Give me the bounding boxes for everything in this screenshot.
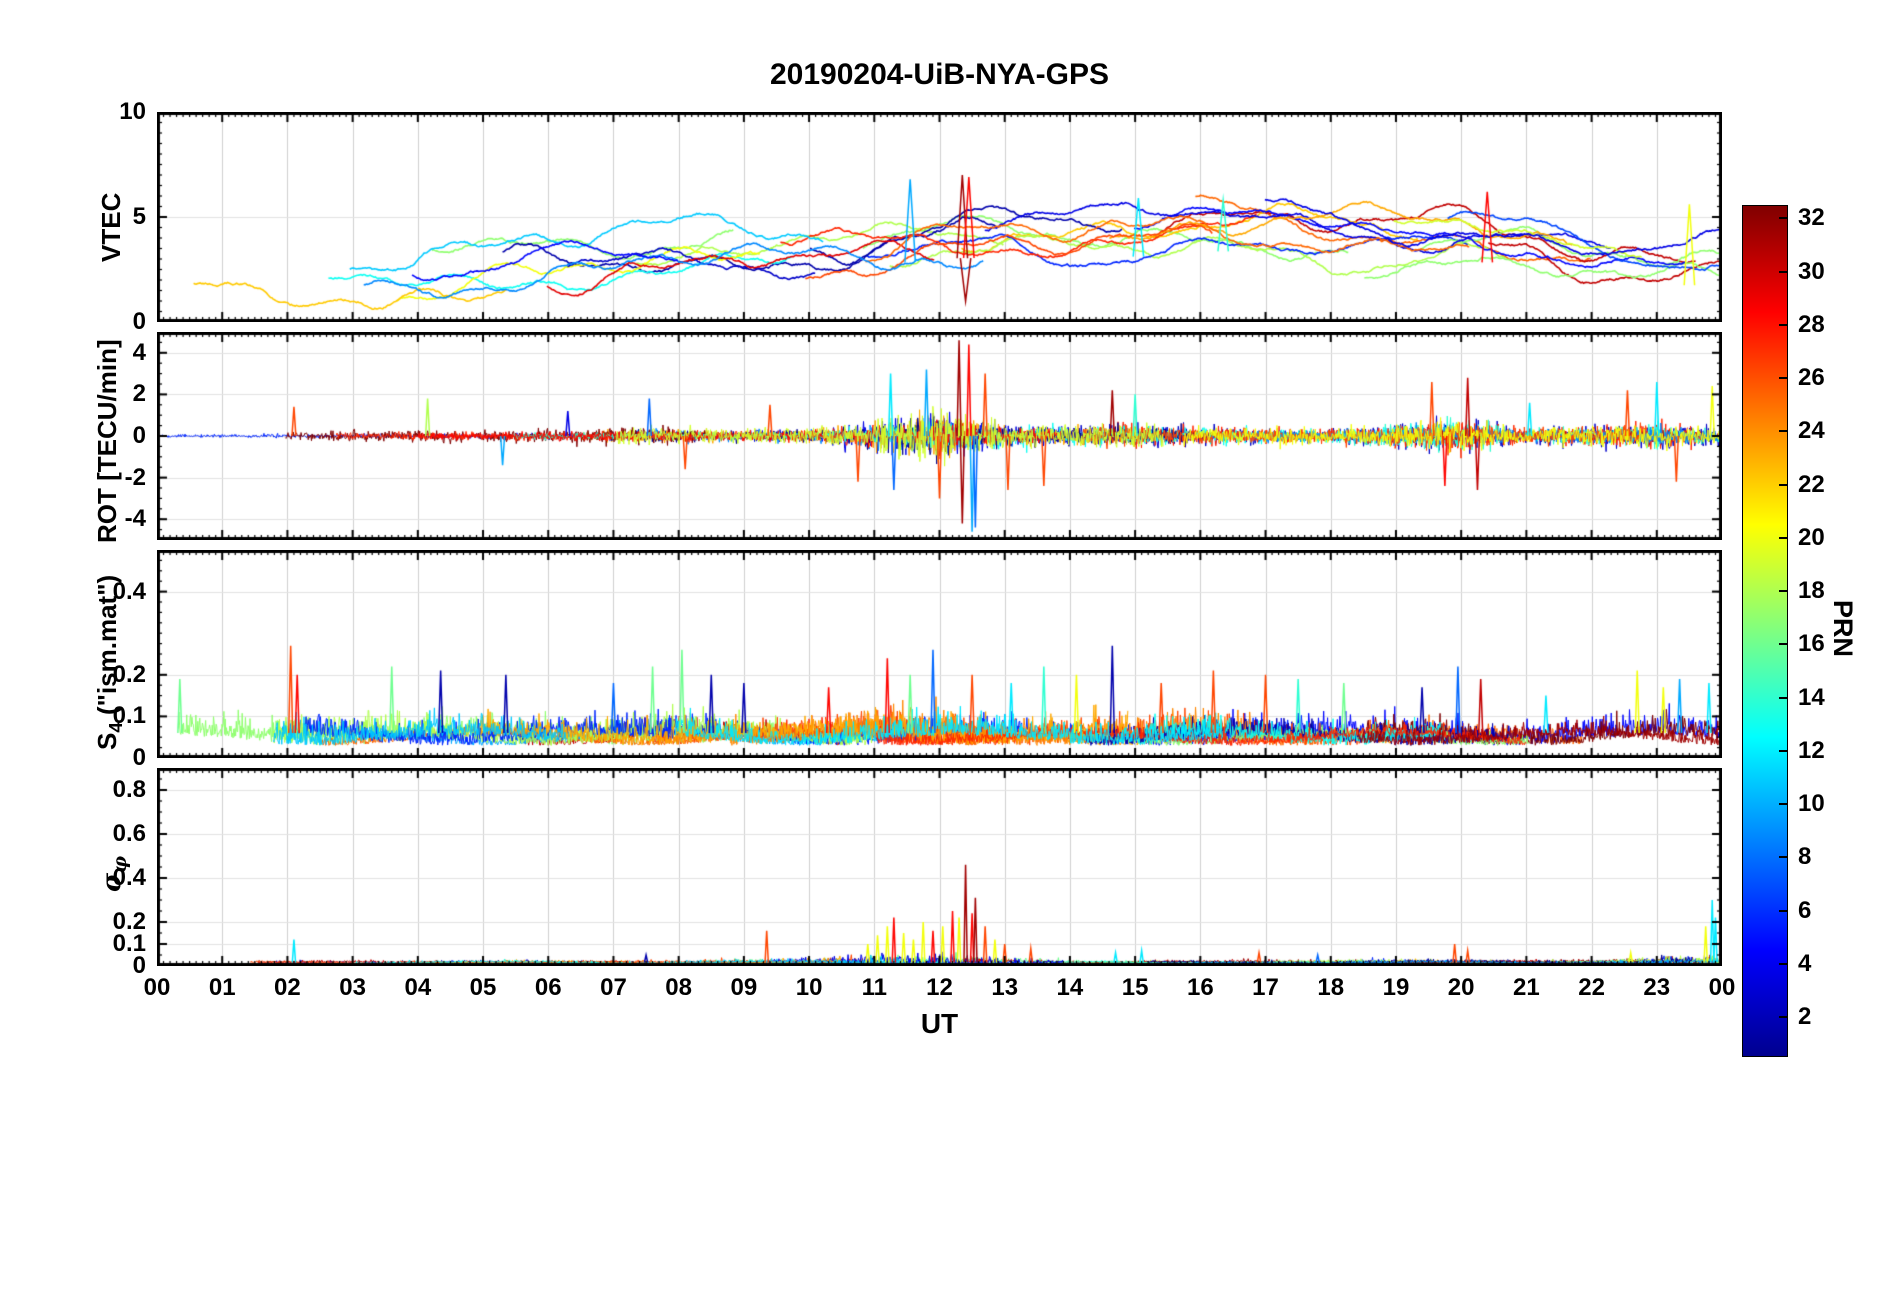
x-tick-label: 19	[1382, 974, 1410, 1001]
colorbar-tick-mark	[1779, 270, 1788, 273]
x-tick-label: 00	[1708, 974, 1736, 1001]
y-tick-label: 0.4	[112, 864, 146, 891]
colorbar-label: PRN	[1828, 600, 1858, 658]
y-tick-label: 4	[132, 338, 146, 366]
y-tick-label: 0.4	[112, 577, 146, 605]
y-tick-label: 5	[132, 203, 146, 230]
x-tick-label: 17	[1252, 974, 1279, 1001]
colorbar-tick-label: 14	[1798, 683, 1825, 711]
x-tick-label: 05	[469, 974, 497, 1001]
colorbar-tick-mark	[1779, 217, 1788, 220]
x-tick-label: 04	[404, 974, 432, 1001]
x-tick-label: 03	[339, 974, 366, 1001]
colorbar-tick-label: 16	[1798, 630, 1825, 658]
colorbar-tick-mark	[1779, 483, 1788, 486]
y-tick-label: 0	[132, 422, 146, 449]
colorbar-tick-label: 32	[1798, 204, 1825, 232]
x-tick-label: 15	[1121, 974, 1149, 1001]
x-tick-label: 16	[1186, 974, 1214, 1001]
colorbar-tick-label: 18	[1798, 577, 1825, 605]
x-axis-label: UT	[920, 1008, 959, 1039]
s4-panel-plot	[157, 550, 1722, 758]
colorbar-tick-label: 8	[1798, 843, 1812, 871]
x-tick-label: 11	[861, 974, 887, 1001]
y-tick-label: 0.1	[112, 930, 146, 957]
colorbar-tick-mark	[1779, 962, 1788, 965]
y-tick-label: 0	[132, 744, 146, 771]
colorbar-tick-label: 6	[1798, 896, 1812, 924]
x-tick-label: 09	[730, 974, 758, 1001]
chart-title: 20190204-UiB-NYA-GPS	[769, 58, 1110, 91]
colorbar-tick-mark	[1779, 643, 1788, 646]
colorbar-tick-label: 30	[1798, 257, 1825, 285]
colorbar-tick-mark	[1779, 803, 1788, 806]
x-tick-label: 01	[208, 974, 236, 1001]
x-tick-label: 08	[665, 974, 692, 1001]
rot-panel-plot	[157, 332, 1722, 540]
colorbar-tick-mark	[1779, 856, 1788, 859]
y-tick-label: 0.1	[112, 702, 146, 730]
x-tick-label: 20	[1447, 974, 1475, 1001]
y-tick-label: 0	[132, 952, 146, 979]
colorbar-tick-label: 12	[1798, 736, 1825, 764]
colorbar-tick-mark	[1779, 1016, 1788, 1019]
colorbar-tick-mark	[1779, 696, 1788, 699]
colorbar-tick-mark	[1779, 909, 1788, 912]
y-tick-label: 0.2	[112, 908, 146, 935]
colorbar-tick-mark	[1779, 590, 1788, 593]
colorbar-tick-mark	[1779, 377, 1788, 380]
colorbar-tick-label: 22	[1798, 470, 1825, 498]
x-tick-label: 18	[1317, 974, 1345, 1001]
colorbar-tick-mark	[1779, 323, 1788, 326]
colorbar-tick-mark	[1779, 536, 1788, 539]
x-tick-label: 07	[600, 974, 627, 1001]
colorbar-tick-label: 20	[1798, 523, 1825, 551]
y-tick-label: -4	[124, 505, 146, 533]
x-tick-label: 23	[1643, 974, 1671, 1001]
x-tick-label: 13	[991, 974, 1019, 1001]
x-tick-label: 22	[1578, 974, 1605, 1001]
x-tick-label: 06	[534, 974, 562, 1001]
vtec-panel-plot	[157, 112, 1722, 322]
colorbar-tick-label: 4	[1798, 949, 1812, 977]
y-tick-label: 0.6	[112, 820, 146, 847]
x-tick-label: 14	[1056, 974, 1084, 1001]
x-tick-label: 21	[1513, 974, 1540, 1001]
x-tick-label: 00	[143, 974, 171, 1001]
x-tick-label: 12	[926, 974, 953, 1001]
colorbar-tick-label: 28	[1798, 310, 1825, 338]
colorbar-tick-label: 10	[1798, 790, 1825, 818]
y-tick-label: 0.2	[112, 660, 146, 688]
colorbar-tick-mark	[1779, 430, 1788, 433]
x-tick-label: 10	[795, 974, 823, 1001]
y-tick-label: 10	[119, 98, 146, 125]
y-tick-label: -2	[124, 463, 146, 491]
colorbar-tick-label: 2	[1798, 1003, 1812, 1031]
colorbar-tick-mark	[1779, 749, 1788, 752]
colorbar-tick-label: 24	[1798, 417, 1825, 445]
y-tick-label: 0	[132, 308, 146, 335]
y-tick-label: 0.8	[112, 776, 146, 803]
colorbar-tick-label: 26	[1798, 364, 1825, 392]
x-tick-label: 02	[274, 974, 301, 1001]
colorbar	[1742, 205, 1788, 1057]
sigma-phi-panel-plot	[157, 768, 1722, 966]
y-tick-label: 2	[132, 380, 146, 408]
